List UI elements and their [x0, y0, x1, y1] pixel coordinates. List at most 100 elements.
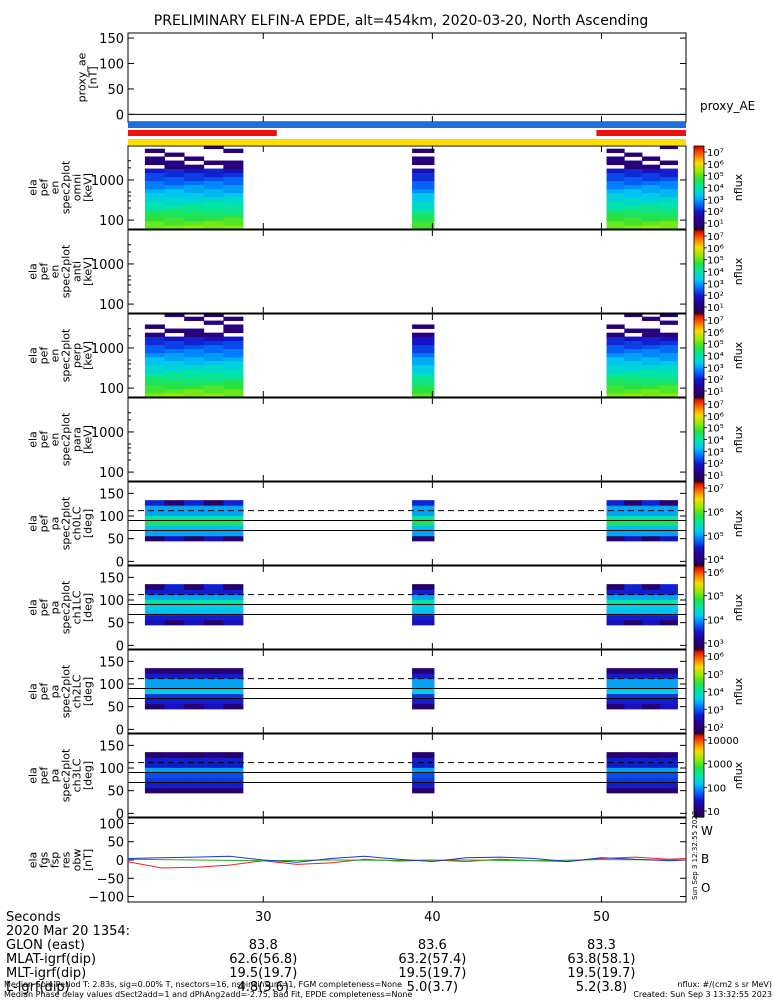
colorbar-cell [694, 472, 704, 475]
colorbar-cell [694, 440, 704, 443]
ylabel-line: spec2plot [60, 496, 73, 550]
colorbar-cell [694, 279, 704, 282]
colorbar-cell [694, 781, 704, 784]
colorbar-cell [694, 359, 704, 362]
pitch-angle-cell [412, 589, 435, 595]
spectrogram-cell [642, 184, 661, 190]
ylabel-line: [nT] [87, 66, 100, 88]
energy-panel-0-frame [127, 145, 687, 230]
pitch-angle-cell [624, 693, 643, 700]
colorbar-label: 10⁶ [707, 160, 724, 171]
colorbar-cell [694, 406, 704, 409]
pitch-angle-cell [164, 777, 185, 784]
footer-row-value: 62.6(56.8) [229, 952, 297, 967]
pitch-angle-cell [412, 703, 435, 710]
spectrogram-cell [606, 225, 625, 230]
colorbar-cell [694, 340, 704, 343]
energy-panel-2-ytick-label: 100 [99, 382, 124, 397]
colorbar-cell [694, 242, 704, 245]
pitch-angle-cell [659, 515, 678, 521]
pitch-angle-cell [412, 787, 435, 794]
colorbar-cell [694, 303, 704, 306]
spectrogram-cell [412, 368, 435, 374]
colorbar-cell [694, 304, 704, 307]
colorbar-cell [694, 515, 704, 518]
ylabel-line: [keV] [82, 341, 95, 370]
colorbar-cell [694, 198, 704, 201]
status-bar-red [128, 130, 277, 136]
colorbar-cell [694, 545, 704, 548]
colorbar-cell [694, 367, 704, 370]
spectrogram-cell [203, 381, 224, 386]
spectrogram-cell [164, 176, 185, 182]
spectrogram-cell [642, 225, 661, 230]
spectrogram-cell [412, 360, 435, 366]
colorbar-cell [694, 369, 704, 372]
colorbar-cell [694, 449, 704, 452]
colorbar-cell [694, 694, 704, 697]
spectrogram-cell [223, 344, 244, 350]
spectrogram-cell [624, 164, 643, 169]
colorbar-cell [694, 236, 704, 239]
colorbar-cell [694, 665, 704, 668]
ylabel-line: [keV] [82, 257, 95, 286]
colorbar-cell [694, 619, 704, 622]
spectrogram-cell [184, 344, 205, 350]
pitch-angle-cell [624, 767, 643, 773]
energy-panel-2-colorbar [694, 314, 704, 398]
spectrogram-cell [144, 196, 165, 202]
pitch-angle-cell [659, 604, 678, 611]
spectrogram-cell [223, 196, 244, 202]
pitch-angle-cell [659, 589, 678, 595]
colorbar-label: 10⁵ [707, 531, 724, 542]
colorbar-cell [694, 356, 704, 359]
ylabel-line: ela [27, 599, 40, 616]
colorbar-cell [694, 617, 704, 620]
x-tick-label: 50 [593, 910, 610, 925]
colorbar-cell [694, 278, 704, 281]
colorbar-cell [694, 424, 704, 427]
spectrogram-cell [624, 208, 643, 214]
spectrogram-cell [624, 196, 643, 202]
spectrogram-cell [223, 200, 244, 206]
pitch-angle-cell [203, 594, 224, 600]
pitch-angle-cell [184, 510, 205, 516]
pitch-panel-3-frame [127, 733, 687, 818]
colorbar-cell [694, 163, 704, 166]
spectrogram-cell [184, 196, 205, 202]
pitch-angle-cell [184, 688, 205, 695]
pitch-angle-cell [223, 673, 244, 679]
pitch-angle-cell [606, 614, 625, 621]
colorbar-cell [694, 632, 704, 635]
colorbar-title-text: nflux [732, 341, 745, 369]
pitch-angle-cell [412, 515, 435, 521]
pitch-angle-cell [223, 510, 244, 516]
spectrogram-cell [659, 344, 678, 350]
colorbar-cell [694, 800, 704, 803]
pitch-angle-cell [642, 762, 661, 768]
colorbar-cell [694, 805, 704, 808]
pitch-angle-cell [412, 500, 435, 506]
spectrogram-cell [412, 180, 435, 186]
pitch-angle-cell [606, 752, 625, 758]
pitch-angle-cell [184, 673, 205, 679]
spectrogram-cell [164, 336, 185, 342]
spectrogram-cell [659, 180, 678, 186]
colorbar-cell [694, 322, 704, 325]
pitch-angle-cell [164, 525, 185, 532]
spectrogram-cell [164, 192, 185, 198]
ylabel-line: res [60, 851, 73, 868]
fgm-series-line-0 [127, 856, 687, 869]
colorbar-cell [694, 488, 704, 491]
spectrogram-cell [606, 192, 625, 198]
spectrogram-cell [144, 352, 165, 358]
spectrogram-cell [606, 388, 625, 394]
colorbar-cell [694, 381, 704, 384]
pitch-angle-cell [203, 673, 224, 679]
pitch-angle-cell [184, 693, 205, 700]
pitch-angle-cell [642, 525, 661, 532]
spectrogram-cell [606, 368, 625, 374]
pitch-angle-cell [642, 520, 661, 527]
spectrogram-cell [164, 314, 185, 318]
